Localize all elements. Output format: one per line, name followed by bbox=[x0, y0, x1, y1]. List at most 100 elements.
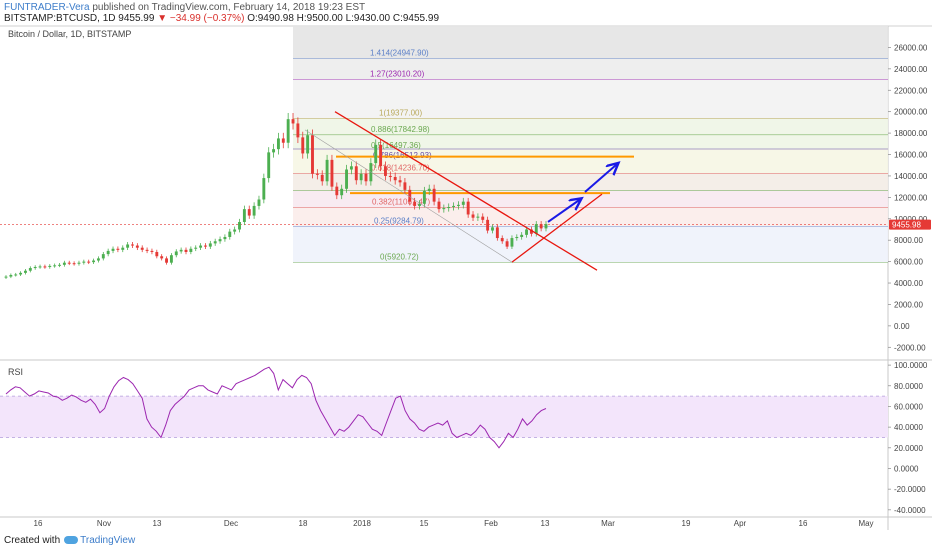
candle-body bbox=[72, 263, 76, 265]
candle-body bbox=[53, 265, 57, 267]
time-tick-label: 18 bbox=[299, 519, 308, 528]
candle-body bbox=[106, 250, 110, 255]
candle-body bbox=[486, 219, 490, 231]
price-badge-label: 9455.98 bbox=[892, 221, 921, 230]
candle-body bbox=[174, 251, 178, 256]
fib-diagonal-line bbox=[304, 129, 513, 263]
fib-zone bbox=[293, 207, 888, 227]
candle-body bbox=[87, 261, 91, 263]
candle-body bbox=[413, 201, 417, 206]
price-tick-label: 14000.00 bbox=[894, 172, 928, 181]
candle-body bbox=[427, 188, 431, 191]
candle-body bbox=[374, 144, 378, 164]
candle-body bbox=[33, 266, 37, 269]
candle-body bbox=[242, 209, 246, 222]
candle-body bbox=[14, 274, 18, 276]
footer: Created with TradingView bbox=[4, 535, 135, 546]
candle-body bbox=[505, 241, 509, 247]
candle-body bbox=[398, 180, 402, 183]
candle-body bbox=[160, 256, 164, 259]
rsi-tick-label: 0.0000 bbox=[894, 464, 919, 473]
candle-body bbox=[145, 249, 149, 251]
fib-level-label: 0.382(11061.47) bbox=[372, 197, 430, 206]
candle-body bbox=[281, 138, 285, 143]
candle-body bbox=[238, 221, 241, 230]
candle-body bbox=[500, 238, 504, 242]
candle-body bbox=[422, 190, 426, 204]
price-tick-label: 22000.00 bbox=[894, 86, 928, 95]
candle-body bbox=[121, 247, 125, 250]
candle-body bbox=[208, 243, 212, 247]
candle-body bbox=[393, 177, 397, 181]
fib-zone bbox=[293, 118, 888, 135]
candle-body bbox=[296, 123, 300, 138]
candle-body bbox=[408, 189, 412, 202]
candle-body bbox=[38, 266, 42, 268]
price-tick-label: 26000.00 bbox=[894, 43, 928, 52]
candle-body bbox=[349, 166, 353, 170]
time-tick-label: Nov bbox=[97, 519, 111, 528]
price-change: −34.99 (−0.37%) bbox=[169, 13, 245, 24]
candle-body bbox=[58, 264, 61, 266]
fib-level-label: 0(5920.72) bbox=[380, 252, 419, 261]
candle-body bbox=[140, 247, 144, 250]
publish-text: published on TradingView.com, February 1… bbox=[92, 2, 366, 13]
ohlc-values: O:9490.98 H:9500.00 L:9430.00 C:9455.99 bbox=[247, 13, 440, 24]
candle-body bbox=[48, 265, 52, 267]
candle-body bbox=[286, 119, 290, 143]
price-tick-label: 8000.00 bbox=[894, 236, 923, 245]
symbol-name: BITSTAMP:BTCUSD, 1D bbox=[4, 13, 116, 24]
candle-body bbox=[539, 224, 543, 229]
time-tick-label: 15 bbox=[420, 519, 429, 528]
candle-body bbox=[335, 186, 339, 196]
time-tick-label: Feb bbox=[484, 519, 498, 528]
candle-body bbox=[301, 137, 305, 154]
candle-body bbox=[213, 241, 217, 244]
candle-body bbox=[233, 229, 237, 232]
rsi-tick-label: -40.0000 bbox=[894, 506, 926, 515]
fib-zone bbox=[293, 190, 888, 208]
candle-body bbox=[4, 276, 8, 278]
time-tick-label: 2018 bbox=[353, 519, 371, 528]
fib-zone bbox=[293, 79, 888, 119]
candle-body bbox=[515, 236, 519, 239]
candle-body bbox=[379, 144, 383, 167]
price-tick-label: 12000.00 bbox=[894, 193, 928, 202]
candle-body bbox=[257, 199, 261, 206]
candle-body bbox=[184, 249, 188, 252]
candle-body bbox=[126, 244, 130, 248]
candle-body bbox=[272, 149, 276, 153]
price-tick-label: 10000.00 bbox=[894, 215, 928, 224]
fib-level-label: 0.886(17842.98) bbox=[371, 125, 430, 134]
candle-body bbox=[544, 224, 548, 229]
price-tick-label: 6000.00 bbox=[894, 258, 923, 267]
publish-info: FUNTRADER-Vera published on TradingView.… bbox=[4, 2, 365, 14]
rsi-tick-label: 100.0000 bbox=[894, 361, 928, 370]
price-tick-label: -2000.00 bbox=[894, 343, 926, 352]
candle-body bbox=[437, 201, 441, 210]
candle-body bbox=[218, 239, 222, 242]
fib-zone bbox=[293, 173, 888, 191]
time-tick-label: 19 bbox=[682, 519, 691, 528]
tradingview-brand[interactable]: TradingView bbox=[80, 535, 136, 546]
author-link[interactable]: FUNTRADER-Vera bbox=[4, 2, 90, 13]
candle-body bbox=[340, 188, 344, 196]
candle-body bbox=[77, 262, 81, 264]
candle-body bbox=[131, 244, 134, 246]
down-arrow-icon: ▼ bbox=[157, 13, 168, 24]
candle-body bbox=[456, 204, 460, 206]
time-tick-label: May bbox=[858, 519, 873, 528]
price-tick-label: 0.00 bbox=[894, 322, 910, 331]
candle-body bbox=[62, 262, 66, 265]
candle-body bbox=[495, 227, 499, 239]
candle-body bbox=[476, 216, 480, 218]
candle-body bbox=[311, 135, 314, 174]
candle-body bbox=[418, 203, 421, 206]
price-tick-label: 24000.00 bbox=[894, 65, 928, 74]
candle-body bbox=[432, 188, 436, 202]
fib-zone bbox=[293, 226, 888, 263]
rsi-tick-label: 80.0000 bbox=[894, 382, 923, 391]
candle-body bbox=[116, 248, 120, 250]
fib-level-label: 1(19377.00) bbox=[379, 108, 422, 117]
